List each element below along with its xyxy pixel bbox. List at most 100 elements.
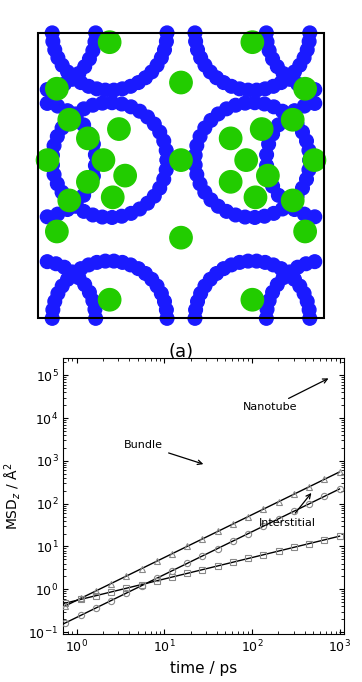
Circle shape — [87, 137, 100, 151]
Circle shape — [267, 100, 281, 114]
Circle shape — [283, 196, 297, 210]
Circle shape — [83, 286, 96, 299]
Circle shape — [96, 96, 109, 110]
Circle shape — [283, 265, 297, 279]
Circle shape — [65, 265, 79, 279]
Circle shape — [50, 130, 64, 143]
Circle shape — [294, 220, 316, 243]
Circle shape — [262, 137, 275, 151]
Circle shape — [87, 169, 100, 183]
Circle shape — [58, 77, 71, 91]
Circle shape — [88, 303, 102, 316]
Circle shape — [303, 153, 317, 167]
Circle shape — [158, 295, 171, 308]
Circle shape — [266, 179, 279, 193]
Circle shape — [272, 118, 285, 132]
Circle shape — [299, 257, 313, 271]
Circle shape — [298, 207, 311, 221]
Circle shape — [147, 190, 161, 203]
Circle shape — [302, 144, 316, 158]
Circle shape — [279, 110, 292, 124]
Circle shape — [67, 71, 81, 85]
Circle shape — [188, 149, 202, 162]
Circle shape — [115, 209, 129, 223]
Circle shape — [282, 190, 304, 211]
Circle shape — [77, 102, 90, 116]
Circle shape — [67, 267, 81, 280]
Circle shape — [46, 158, 59, 172]
Circle shape — [258, 209, 271, 223]
Circle shape — [141, 110, 154, 124]
Circle shape — [145, 65, 159, 78]
Circle shape — [229, 208, 243, 222]
Circle shape — [308, 255, 321, 269]
Circle shape — [308, 210, 321, 224]
Circle shape — [276, 67, 290, 80]
Circle shape — [275, 202, 289, 216]
Circle shape — [159, 163, 173, 177]
Circle shape — [158, 43, 171, 57]
Circle shape — [260, 26, 273, 40]
Circle shape — [155, 286, 168, 300]
Circle shape — [105, 96, 119, 110]
Circle shape — [291, 261, 304, 274]
Circle shape — [204, 193, 218, 207]
Circle shape — [88, 35, 102, 48]
Circle shape — [300, 134, 313, 148]
Circle shape — [160, 153, 174, 167]
Circle shape — [189, 35, 202, 48]
Circle shape — [260, 312, 273, 325]
Circle shape — [288, 273, 301, 286]
Circle shape — [55, 186, 69, 199]
Circle shape — [244, 186, 267, 209]
Circle shape — [58, 261, 71, 274]
Circle shape — [198, 59, 212, 72]
Circle shape — [303, 149, 325, 171]
Circle shape — [297, 286, 311, 300]
Circle shape — [160, 303, 173, 316]
Circle shape — [299, 80, 313, 94]
Circle shape — [235, 149, 257, 171]
Circle shape — [49, 257, 63, 271]
Circle shape — [155, 51, 168, 65]
Circle shape — [61, 273, 74, 286]
Circle shape — [233, 82, 247, 95]
Circle shape — [288, 203, 301, 216]
Circle shape — [61, 65, 74, 78]
Circle shape — [98, 31, 121, 53]
Circle shape — [250, 254, 264, 268]
Circle shape — [203, 65, 217, 78]
Circle shape — [188, 158, 202, 172]
Circle shape — [191, 43, 204, 57]
Circle shape — [219, 128, 242, 149]
Circle shape — [283, 110, 297, 124]
Circle shape — [260, 148, 273, 162]
Circle shape — [248, 96, 262, 110]
Circle shape — [157, 134, 171, 148]
Circle shape — [58, 108, 80, 131]
Circle shape — [194, 51, 207, 65]
Circle shape — [262, 44, 276, 57]
Circle shape — [98, 254, 112, 268]
Circle shape — [48, 295, 62, 308]
Text: Nanotube: Nanotube — [243, 379, 327, 413]
Circle shape — [266, 80, 280, 93]
Circle shape — [37, 149, 59, 171]
Circle shape — [46, 149, 59, 162]
Circle shape — [260, 303, 274, 316]
Circle shape — [204, 113, 218, 128]
Circle shape — [194, 286, 207, 300]
Circle shape — [258, 82, 272, 95]
Circle shape — [188, 312, 202, 325]
Circle shape — [124, 207, 138, 220]
Circle shape — [86, 98, 100, 112]
Circle shape — [274, 76, 288, 89]
Circle shape — [145, 273, 159, 286]
Circle shape — [70, 196, 83, 210]
Circle shape — [98, 83, 112, 97]
Circle shape — [50, 177, 64, 190]
Circle shape — [160, 153, 174, 167]
Circle shape — [82, 80, 96, 93]
Circle shape — [262, 294, 276, 308]
Circle shape — [48, 43, 62, 57]
